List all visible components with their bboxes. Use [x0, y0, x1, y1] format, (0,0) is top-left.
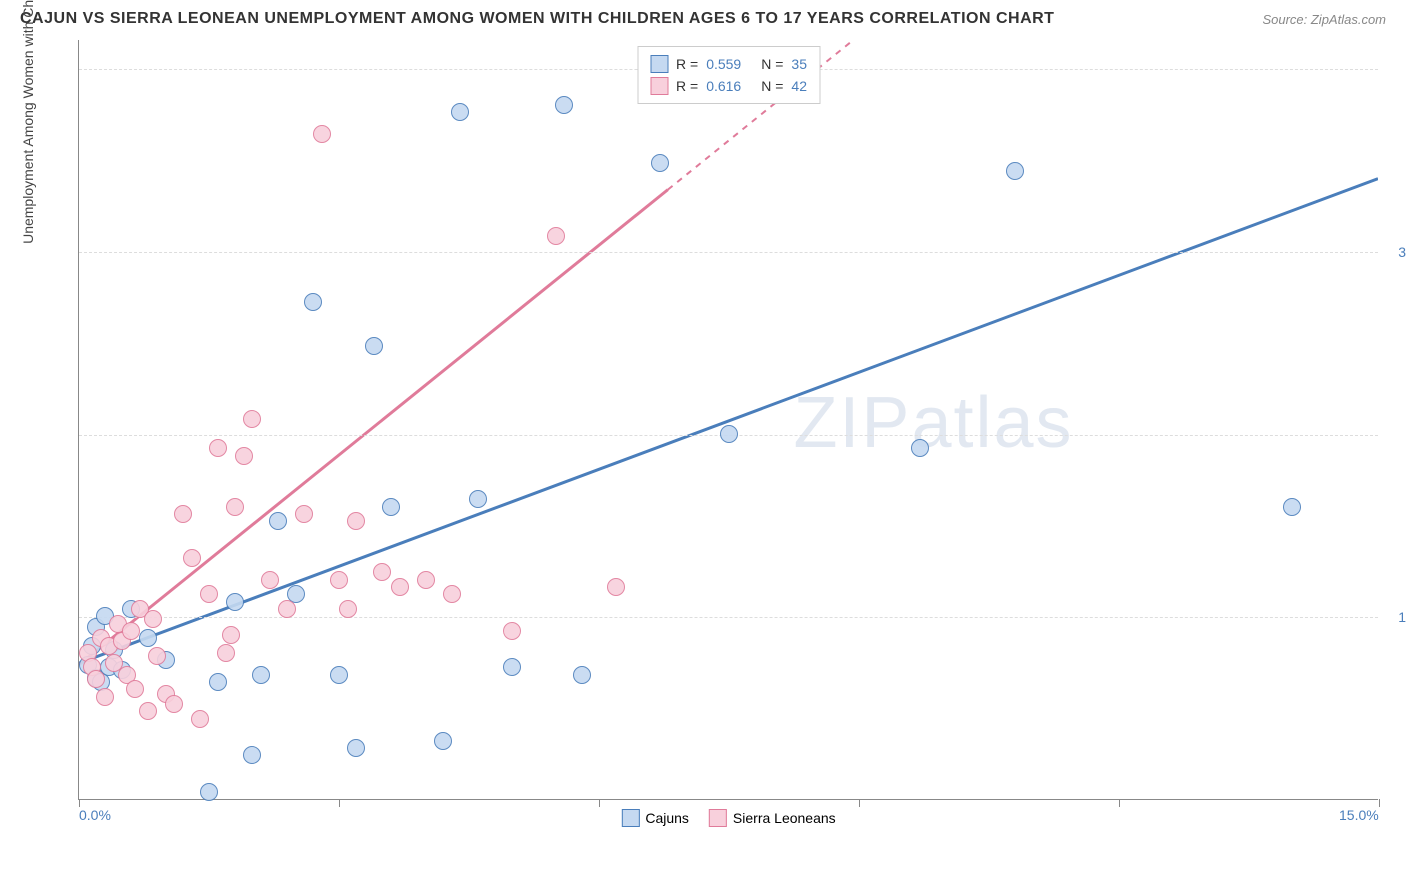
y-tick-label: 12.5%: [1398, 609, 1406, 625]
legend-n-value: 42: [791, 78, 807, 94]
x-tick-label: 0.0%: [79, 807, 111, 823]
data-point: [503, 622, 521, 640]
data-point: [252, 666, 270, 684]
data-point: [243, 410, 261, 428]
legend-n-value: 35: [791, 56, 807, 72]
data-point: [313, 125, 331, 143]
y-axis-title: Unemployment Among Women with Children A…: [20, 0, 36, 244]
data-point: [451, 103, 469, 121]
data-point: [651, 154, 669, 172]
data-point: [330, 571, 348, 589]
data-point: [139, 702, 157, 720]
data-point: [139, 629, 157, 647]
correlation-legend: R = 0.559 N = 35 R = 0.616 N = 42: [637, 46, 820, 104]
data-point: [226, 593, 244, 611]
data-point: [200, 585, 218, 603]
data-point: [183, 549, 201, 567]
data-point: [269, 512, 287, 530]
data-point: [555, 96, 573, 114]
data-point: [304, 293, 322, 311]
data-point: [1283, 498, 1301, 516]
trend-lines: [79, 40, 1378, 799]
y-tick-label: 37.5%: [1398, 244, 1406, 260]
legend-item: Sierra Leoneans: [709, 809, 836, 827]
scatter-plot: ZIPatlas R =0.559N =35R =0.616N =42 Caju…: [78, 40, 1378, 800]
data-point: [373, 563, 391, 581]
data-point: [278, 600, 296, 618]
x-tick: [339, 799, 340, 807]
data-point: [330, 666, 348, 684]
data-point: [126, 680, 144, 698]
legend-r-value: 0.616: [706, 78, 741, 94]
data-point: [347, 512, 365, 530]
data-point: [144, 610, 162, 628]
data-point: [503, 658, 521, 676]
data-point: [209, 673, 227, 691]
data-point: [222, 626, 240, 644]
data-point: [148, 647, 166, 665]
legend-item: Cajuns: [621, 809, 689, 827]
legend-n-label: N =: [761, 78, 783, 94]
x-tick: [599, 799, 600, 807]
data-point: [469, 490, 487, 508]
data-point: [720, 425, 738, 443]
data-point: [911, 439, 929, 457]
watermark: ZIPatlas: [793, 382, 1073, 464]
x-tick: [1119, 799, 1120, 807]
data-point: [607, 578, 625, 596]
chart-header: CAJUN VS SIERRA LEONEAN UNEMPLOYMENT AMO…: [0, 0, 1406, 28]
data-point: [382, 498, 400, 516]
legend-row: R = 0.616 N = 42: [650, 75, 807, 97]
data-point: [165, 695, 183, 713]
gridline: [79, 617, 1378, 618]
data-point: [226, 498, 244, 516]
data-point: [122, 622, 140, 640]
data-point: [200, 783, 218, 801]
data-point: [87, 670, 105, 688]
data-point: [365, 337, 383, 355]
legend-r-label: R =: [676, 56, 698, 72]
series-legend: Cajuns Sierra Leoneans: [621, 809, 835, 827]
data-point: [417, 571, 435, 589]
data-point: [347, 739, 365, 757]
data-point: [339, 600, 357, 618]
data-point: [391, 578, 409, 596]
data-point: [174, 505, 192, 523]
legend-row: R = 0.559 N = 35: [650, 53, 807, 75]
legend-label: Sierra Leoneans: [733, 810, 836, 826]
x-tick: [859, 799, 860, 807]
x-tick: [1379, 799, 1380, 807]
data-point: [295, 505, 313, 523]
data-point: [217, 644, 235, 662]
chart-title: CAJUN VS SIERRA LEONEAN UNEMPLOYMENT AMO…: [20, 10, 1054, 28]
data-point: [235, 447, 253, 465]
legend-r-value: 0.559: [706, 56, 741, 72]
chart-area: Unemployment Among Women with Children A…: [58, 40, 1378, 830]
data-point: [1006, 162, 1024, 180]
data-point: [261, 571, 279, 589]
data-point: [209, 439, 227, 457]
legend-r-label: R =: [676, 78, 698, 94]
data-point: [434, 732, 452, 750]
data-point: [573, 666, 591, 684]
legend-swatch: [650, 77, 668, 95]
x-tick: [79, 799, 80, 807]
data-point: [243, 746, 261, 764]
legend-swatch: [709, 809, 727, 827]
data-point: [96, 688, 114, 706]
data-point: [547, 227, 565, 245]
x-tick-label: 15.0%: [1339, 807, 1379, 823]
legend-n-label: N =: [761, 56, 783, 72]
gridline: [79, 252, 1378, 253]
data-point: [443, 585, 461, 603]
source-attribution: Source: ZipAtlas.com: [1262, 12, 1386, 27]
legend-swatch: [621, 809, 639, 827]
data-point: [191, 710, 209, 728]
legend-swatch: [650, 55, 668, 73]
legend-label: Cajuns: [645, 810, 689, 826]
